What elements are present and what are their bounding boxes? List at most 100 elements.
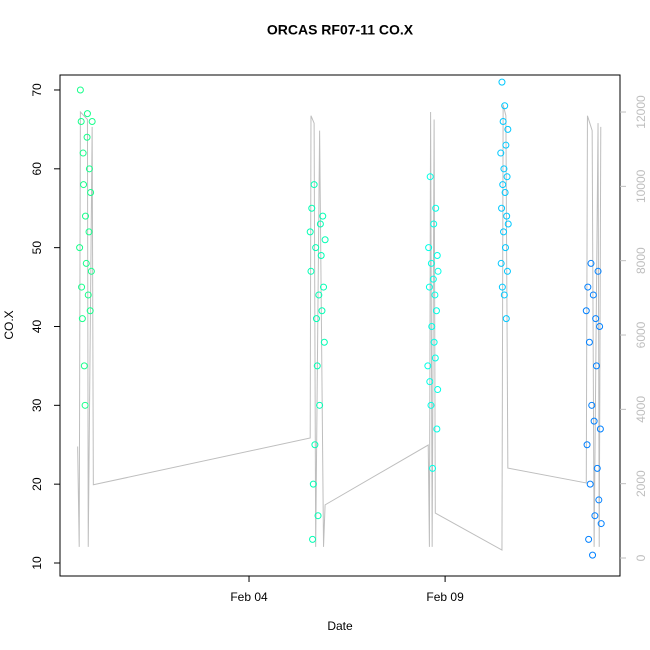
point bbox=[596, 322, 604, 330]
y-tick-label: 60 bbox=[30, 162, 44, 176]
point bbox=[83, 133, 91, 141]
point bbox=[596, 425, 604, 433]
point bbox=[312, 244, 320, 252]
point bbox=[430, 338, 438, 346]
point bbox=[78, 315, 86, 323]
y-tick-label: 20 bbox=[30, 477, 44, 491]
point bbox=[82, 259, 90, 267]
altitude-line bbox=[77, 104, 602, 551]
point bbox=[498, 283, 506, 291]
chart-title: ORCAS RF07-11 CO.X bbox=[267, 22, 414, 38]
point bbox=[500, 291, 508, 299]
point bbox=[81, 212, 89, 220]
point bbox=[429, 275, 437, 283]
point bbox=[587, 259, 595, 267]
point bbox=[309, 480, 317, 488]
point bbox=[503, 267, 511, 275]
point bbox=[88, 118, 96, 126]
point bbox=[316, 401, 324, 409]
point bbox=[503, 212, 511, 220]
point bbox=[585, 338, 593, 346]
y2-tick-label: 8000 bbox=[634, 247, 648, 274]
point bbox=[582, 307, 590, 315]
y2-tick-label: 6000 bbox=[634, 321, 648, 348]
point bbox=[498, 78, 506, 86]
point bbox=[585, 535, 593, 543]
y2-tick-label: 12000 bbox=[634, 95, 648, 129]
y2-tick-label: 2000 bbox=[634, 470, 648, 497]
point bbox=[591, 512, 599, 520]
point bbox=[502, 141, 510, 149]
point bbox=[590, 417, 598, 425]
point bbox=[501, 188, 509, 196]
point bbox=[503, 173, 511, 181]
point bbox=[500, 165, 508, 173]
point bbox=[425, 283, 433, 291]
y-tick-label: 50 bbox=[30, 241, 44, 255]
x-tick-label: Feb 09 bbox=[426, 590, 464, 604]
point bbox=[306, 228, 314, 236]
point bbox=[87, 188, 95, 196]
point bbox=[426, 173, 434, 181]
point bbox=[497, 259, 505, 267]
point bbox=[433, 252, 441, 260]
point bbox=[308, 204, 316, 212]
point bbox=[595, 496, 603, 504]
point bbox=[427, 401, 435, 409]
point bbox=[425, 244, 433, 252]
point bbox=[430, 220, 438, 228]
point bbox=[588, 401, 596, 409]
point bbox=[586, 480, 594, 488]
point bbox=[434, 267, 442, 275]
point bbox=[497, 149, 505, 157]
point bbox=[80, 362, 88, 370]
point bbox=[433, 425, 441, 433]
point bbox=[500, 228, 508, 236]
point bbox=[312, 315, 320, 323]
y-tick-label: 40 bbox=[30, 319, 44, 333]
point bbox=[594, 267, 602, 275]
point bbox=[315, 291, 323, 299]
point bbox=[86, 307, 94, 315]
point bbox=[78, 283, 86, 291]
point bbox=[429, 464, 437, 472]
y2-tick-label: 10000 bbox=[634, 169, 648, 203]
point bbox=[428, 322, 436, 330]
y2-tick-label: 4000 bbox=[634, 396, 648, 423]
point bbox=[320, 338, 328, 346]
point bbox=[320, 283, 328, 291]
point bbox=[313, 362, 321, 370]
point bbox=[431, 291, 439, 299]
point bbox=[501, 102, 509, 110]
point bbox=[431, 354, 439, 362]
point bbox=[311, 441, 319, 449]
point bbox=[597, 520, 605, 528]
point bbox=[589, 551, 597, 559]
point bbox=[80, 181, 88, 189]
point bbox=[499, 118, 507, 126]
point bbox=[499, 181, 507, 189]
point bbox=[309, 535, 317, 543]
x-axis-label: Date bbox=[327, 619, 353, 633]
point bbox=[498, 204, 506, 212]
plot-frame bbox=[59, 74, 621, 577]
point bbox=[434, 386, 442, 394]
point bbox=[85, 165, 93, 173]
point bbox=[583, 441, 591, 449]
point bbox=[77, 118, 85, 126]
point bbox=[504, 125, 512, 133]
point bbox=[85, 228, 93, 236]
point bbox=[87, 267, 95, 275]
point bbox=[316, 220, 324, 228]
y2-tick-label: 0 bbox=[634, 554, 648, 561]
point bbox=[76, 244, 84, 252]
point bbox=[432, 204, 440, 212]
point bbox=[81, 401, 89, 409]
point bbox=[502, 315, 510, 323]
point bbox=[589, 291, 597, 299]
point bbox=[584, 283, 592, 291]
y-tick-label: 70 bbox=[30, 83, 44, 97]
point bbox=[84, 291, 92, 299]
point bbox=[318, 307, 326, 315]
y-axis-label: CO.X bbox=[2, 310, 16, 339]
